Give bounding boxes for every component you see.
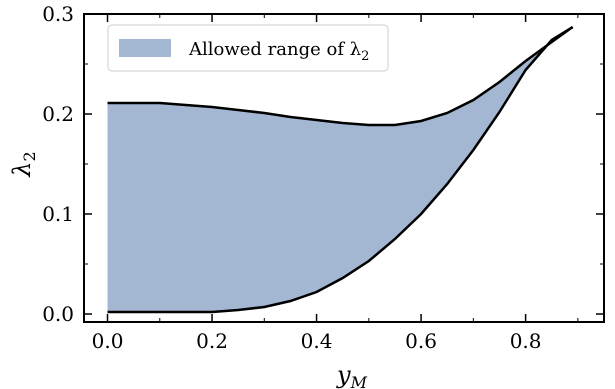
y-tick-label: 0.2 (42, 102, 74, 126)
tick-layer: 0.0 0.2 0.4 0.6 0.8 0.0 0.1 0.2 0.3 (42, 2, 604, 353)
y-tick-label: 0.3 (42, 2, 74, 26)
x-tick-label: 0.4 (301, 329, 333, 353)
legend-label: Allowed range of λ2 (188, 39, 369, 64)
lower-bound-line (107, 25, 574, 314)
y-axis-label-main: λ (8, 161, 36, 177)
legend: Allowed range of λ2 (107, 24, 389, 72)
legend-frame (107, 24, 389, 72)
area-layer (107, 25, 574, 314)
legend-swatch (119, 39, 171, 57)
x-tick-label: 0.6 (405, 329, 437, 353)
y-tick-label: 0.0 (42, 302, 74, 326)
upper-bound-line (107, 25, 574, 127)
x-tick-label: 0.0 (92, 329, 124, 353)
y-axis-label: λ2 (8, 151, 39, 177)
x-axis-label-sub: M (350, 373, 368, 389)
plot-frame (83, 13, 605, 323)
y-tick-label: 0.1 (42, 202, 74, 226)
x-tick-label: 0.2 (196, 329, 228, 353)
x-tick-label: 0.8 (510, 329, 542, 353)
y-axis-label-sub: 2 (20, 151, 39, 161)
legend-label-main: Allowed range of λ (188, 39, 361, 60)
allowed-range-area (107, 27, 573, 312)
x-axis-label: yM (336, 361, 368, 389)
legend-label-sub: 2 (361, 49, 369, 64)
x-axis-label-main: y (336, 361, 351, 389)
